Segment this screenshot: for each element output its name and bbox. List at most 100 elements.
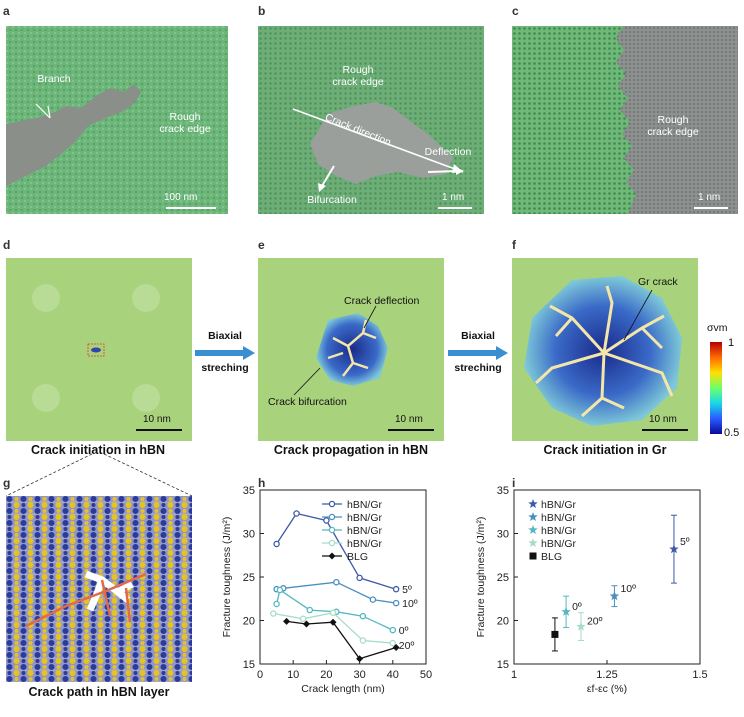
panel-letter-h: h [258,476,266,490]
y-tick-label: 30 [243,529,255,541]
panel-e-caption: Crack propagation in hBN [273,443,429,457]
legend-marker [528,512,538,521]
legend-marker [528,499,538,508]
panel-b-rough-edge-label: Rough crack edge [332,64,384,88]
data-point [356,655,364,663]
panel-d-initial-crack [91,347,101,353]
data-point [609,591,620,601]
panel-a-crack-region [6,84,141,186]
legend-marker [328,500,336,508]
panel-g-atomic-structure [6,496,192,682]
biaxial-arrow-2: Biaxial streching [448,330,508,376]
panel-e-crack-paths [327,319,377,377]
series-annotation: 10º [620,583,636,595]
panel-b-crack-region [310,102,453,184]
x-tick-label: 20 [320,669,332,681]
panel-letter-g: g [3,476,11,490]
legend-marker [528,538,538,547]
series-annotation: 0º [399,625,409,637]
panel-d-caption: Crack initiation in hBN [30,443,166,457]
zoom-line-left [5,453,93,497]
panel-e-scale-label: 10 nm [395,414,423,425]
data-point [359,612,367,620]
legend-marker [328,552,336,560]
data-point [323,517,330,524]
panel-b-deflection-arrow [427,170,459,173]
legend-marker [328,539,336,547]
panel-e-simulation: Crack deflection Crack bifurcation 10 nm [258,258,444,441]
colorbar-label: σvm [707,322,728,334]
data-point [551,630,559,638]
panel-f-scale-label: 10 nm [649,414,677,425]
panel-a-scale-label: 100 nm [164,192,198,203]
legend-entry: hBN/Gr [541,512,577,524]
x-axis-label: Crack length (nm) [301,683,384,695]
biaxial-arrow-1-top-label: Biaxial [208,330,242,342]
data-point [306,606,314,614]
biaxial-arrow-1-bottom-label: streching [201,362,249,374]
panel-h-chart: 0 10 20 30 40 50 15 20 25 30 35 Crack length (nm) Fr… [221,485,432,695]
panel-e-stress-region [316,313,388,386]
x-axis-label: εf-εc (%) [587,683,627,695]
panel-e-deflection-label: Crack deflection [344,295,420,307]
x-tick-label: 1.5 [692,669,707,681]
panel-b-bifurcation-label: Bifurcation [307,194,357,206]
y-tick-label: 25 [497,572,509,584]
legend-entry: BLG [347,551,368,563]
panel-letter-d: d [3,238,11,252]
panel-f-gr-crack-label: Gr crack [638,276,678,288]
data-point [392,585,400,593]
panel-b-deflection-label: Deflection [424,146,472,158]
panel-c-lattice-region [512,26,636,214]
x-tick-label: 1 [511,669,517,681]
data-point [293,510,300,517]
colorbar [710,342,722,434]
data-point [356,574,363,582]
colorbar-max: 1 [728,337,735,349]
series-annotation: 20º [587,616,603,628]
panel-f-simulation: Gr crack 10 nm [512,258,698,441]
colorbar-min: 0.5 [724,427,740,439]
panel-e-bifurcation-label: Crack bifurcation [268,396,347,408]
biaxial-arrow-1: Biaxial streching [195,330,255,376]
panel-i-chart: 1 1.25 1.5 15 20 25 30 35 εf-εc (%) Fracture toug… [475,485,708,695]
panel-a-branch-pointer [35,103,51,119]
series-annotation: 5º [402,584,412,596]
x-tick-label: 50 [420,669,432,681]
panel-letter-b: b [258,4,266,18]
data-point [392,599,400,607]
legend-entry: hBN/Gr [347,525,383,537]
data-point [276,586,284,594]
data-point [302,620,310,628]
legend-marker [328,513,336,521]
panel-letter-a: a [3,4,10,18]
panel-letter-f: f [512,238,516,252]
data-point [299,615,307,623]
legend-entry: hBN/Gr [541,525,577,537]
panel-d-scale-label: 10 nm [143,414,171,425]
data-point [273,540,280,548]
legend-marker [328,526,336,534]
data-point [273,600,280,608]
series-annotation: 10º [402,598,418,610]
plot-frame [259,489,427,665]
data-point [576,621,586,631]
series-annotation: 0º [572,601,582,613]
data-point [329,609,337,616]
panel-d-zoom-box [87,343,105,357]
panel-g-caption: Crack path in hBN layer [28,685,170,699]
panel-b-bifurcation-arrow [321,165,335,187]
legend-entry: hBN/Gr [347,499,383,511]
data-point [392,643,400,651]
x-tick-label: 30 [353,669,365,681]
data-point [561,606,571,616]
panel-letter-i: i [512,476,516,490]
data-point [369,596,377,603]
series-annotation: 20º [399,640,415,652]
y-tick-label: 35 [497,485,509,497]
panel-c-scale-label: 1 nm [698,192,721,203]
panel-b-tem-image: Rough crack edge Crack direction Deflect… [258,26,484,214]
legend-entry: hBN/Gr [541,499,577,511]
series-annotation: 5º [680,536,690,548]
data-point [669,544,679,554]
